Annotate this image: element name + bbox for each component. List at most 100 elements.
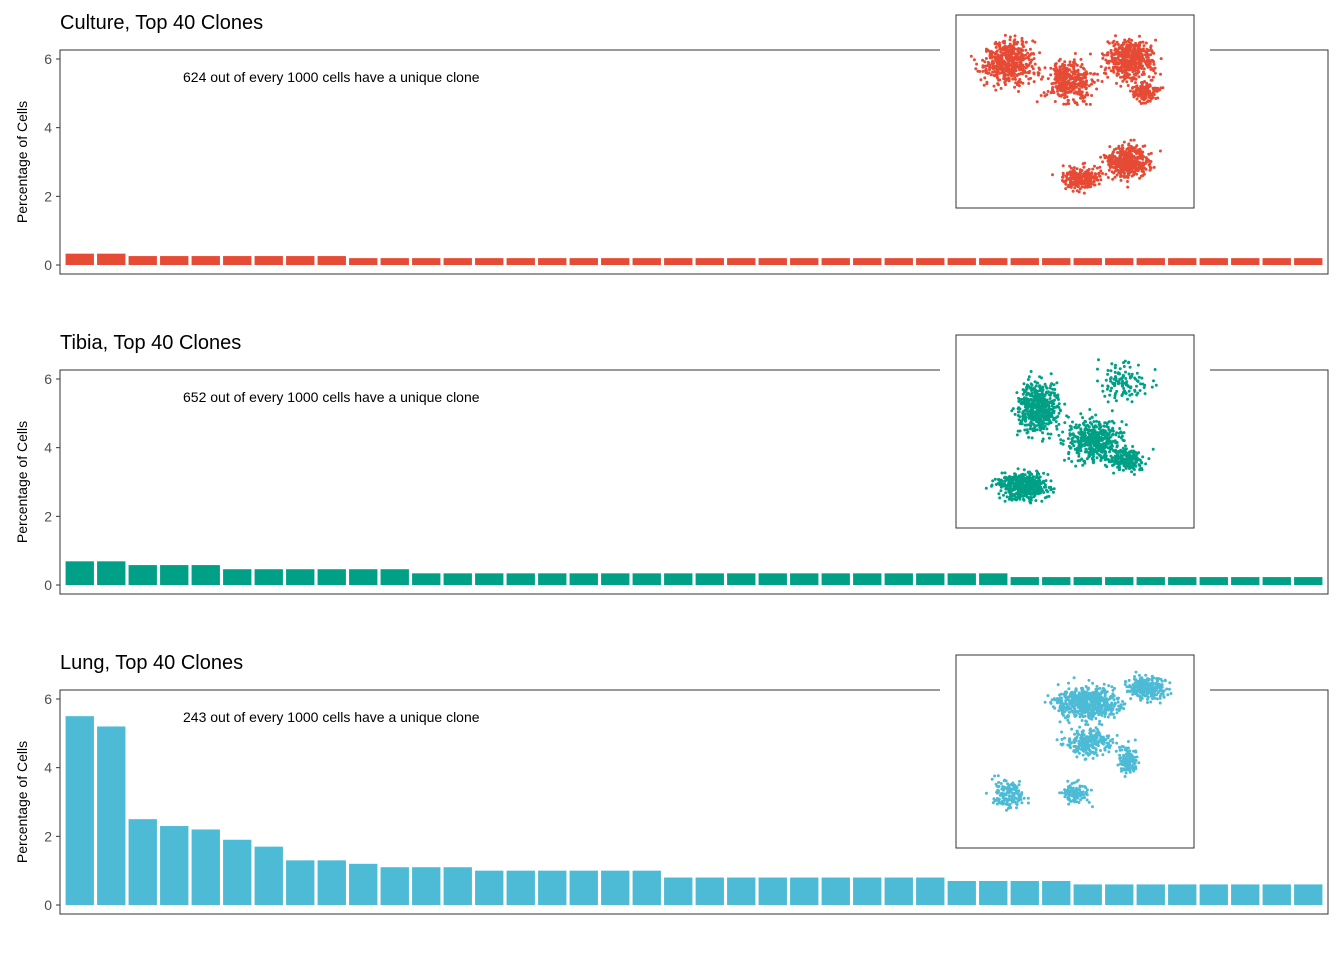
bar: [160, 826, 189, 905]
scatter-point: [1044, 485, 1047, 489]
scatter-point: [1132, 683, 1136, 687]
scatter-point: [1048, 386, 1052, 390]
scatter-point: [1100, 80, 1104, 83]
scatter-point: [1012, 477, 1016, 481]
scatter-point: [1054, 420, 1058, 424]
scatter-point: [1095, 684, 1099, 688]
scatter-point: [994, 67, 998, 71]
scatter-point: [1085, 183, 1089, 187]
scatter-point: [1026, 51, 1030, 55]
scatter-point: [1024, 40, 1028, 44]
scatter-point: [1077, 174, 1080, 178]
scatter-point: [1112, 716, 1116, 719]
bar: [1231, 884, 1260, 905]
scatter-point: [1063, 702, 1067, 706]
bar: [443, 573, 472, 585]
scatter-point: [1112, 159, 1116, 163]
scatter-point: [1069, 433, 1073, 436]
scatter-point: [1052, 67, 1056, 71]
scatter-point: [1149, 700, 1153, 704]
scatter-point: [1075, 167, 1079, 171]
scatter-point: [1133, 50, 1137, 54]
scatter-point: [1130, 470, 1134, 474]
scatter-point: [1030, 383, 1034, 387]
scatter-point: [1128, 450, 1132, 454]
scatter-point: [1113, 62, 1117, 66]
scatter-point: [1089, 71, 1092, 75]
scatter-point: [983, 76, 987, 80]
scatter-point: [1129, 49, 1133, 53]
scatter-point: [1004, 51, 1008, 55]
scatter-point: [983, 60, 987, 64]
scatter-point: [1110, 433, 1114, 437]
scatter-point: [1122, 439, 1126, 443]
scatter-point: [1124, 377, 1128, 380]
scatter-point: [1050, 413, 1054, 417]
scatter-point: [1080, 85, 1084, 89]
scatter-point: [1003, 81, 1007, 85]
scatter-point: [1080, 63, 1084, 66]
scatter-point: [1036, 484, 1040, 488]
scatter-point: [1133, 377, 1137, 381]
scatter-point: [1116, 50, 1120, 54]
scatter-point: [1112, 463, 1116, 466]
scatter-point: [1008, 49, 1012, 53]
scatter-point: [1081, 173, 1085, 177]
scatter-point: [1103, 436, 1107, 440]
bar: [1262, 884, 1291, 905]
bar: [1136, 258, 1165, 265]
scatter-point: [1141, 57, 1145, 61]
scatter-point: [991, 65, 995, 68]
scatter-point: [1141, 144, 1145, 148]
scatter-point: [1126, 64, 1130, 68]
scatter-point: [1138, 63, 1142, 67]
bar: [632, 870, 661, 905]
scatter-point: [1123, 55, 1127, 59]
scatter-point: [1092, 420, 1096, 424]
bar: [664, 877, 693, 905]
scatter-point: [1136, 689, 1140, 693]
scatter-point: [1130, 392, 1134, 396]
scatter-point: [1162, 695, 1166, 699]
scatter-point: [1111, 177, 1115, 181]
scatter-point: [1096, 72, 1099, 76]
scatter-point: [1106, 715, 1110, 719]
scatter-point: [991, 479, 995, 483]
scatter-point: [1115, 81, 1118, 85]
scatter-point: [1154, 38, 1158, 42]
y-tick-label: 4: [44, 120, 52, 136]
scatter-point: [1133, 162, 1137, 166]
scatter-point: [1076, 705, 1080, 709]
scatter-point: [1155, 681, 1159, 685]
scatter-point: [1041, 407, 1044, 411]
scatter-point: [1045, 93, 1049, 97]
scatter-point: [1018, 77, 1022, 81]
scatter-point: [999, 485, 1003, 489]
scatter-point: [1127, 685, 1131, 689]
scatter-point: [1103, 694, 1107, 698]
scatter-point: [1151, 686, 1155, 690]
scatter-point: [1051, 391, 1055, 395]
scatter-point: [1160, 679, 1164, 683]
scatter-point: [1029, 424, 1033, 428]
scatter-point: [969, 54, 973, 58]
scatter-point: [1023, 419, 1027, 423]
scatter-point: [1166, 693, 1170, 697]
bar: [506, 870, 535, 905]
scatter-point: [1167, 687, 1171, 691]
scatter-point: [1136, 380, 1140, 383]
scatter-point: [1138, 694, 1142, 698]
scatter-point: [1076, 709, 1080, 713]
scatter-point: [1078, 432, 1082, 436]
scatter-point: [1002, 74, 1006, 78]
scatter-point: [1126, 39, 1130, 43]
scatter-point: [1079, 412, 1083, 416]
bar: [443, 258, 472, 265]
scatter-point: [1140, 81, 1144, 85]
bar: [191, 829, 220, 905]
scatter-point: [1142, 98, 1146, 102]
scatter-point: [1112, 421, 1116, 425]
scatter-point: [1000, 68, 1004, 72]
scatter-point: [1055, 427, 1059, 431]
scatter-point: [1019, 401, 1023, 405]
